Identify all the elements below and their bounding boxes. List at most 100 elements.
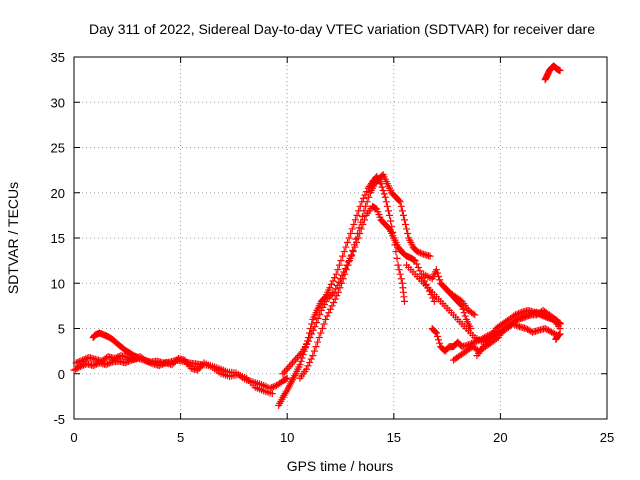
data-point (325, 309, 333, 317)
data-point (173, 356, 181, 364)
data-point (395, 266, 403, 274)
data-point (394, 261, 402, 269)
data-point (431, 328, 439, 336)
data-point (353, 211, 361, 219)
data-point (114, 353, 122, 361)
data-point (393, 254, 401, 262)
data-point (331, 295, 339, 303)
data-point (79, 356, 87, 364)
data-point (357, 218, 365, 226)
data-point (327, 291, 335, 299)
data-point (347, 229, 355, 237)
data-point (327, 280, 335, 288)
data-point (518, 313, 526, 321)
data-point (284, 364, 292, 372)
data-point (307, 355, 315, 363)
data-point (347, 252, 355, 260)
data-point (311, 323, 319, 331)
data-point (282, 366, 290, 374)
data-point (355, 224, 363, 232)
x-tick-label: 15 (387, 430, 401, 445)
data-point (469, 310, 477, 318)
data-point (326, 284, 334, 292)
data-point (413, 260, 421, 268)
data-point (556, 330, 564, 338)
data-point (308, 330, 316, 338)
x-tick-label: 20 (493, 430, 507, 445)
data-point (426, 252, 434, 260)
data-point (383, 202, 391, 210)
data-point (354, 229, 362, 237)
data-point (348, 225, 356, 233)
data-point (309, 352, 317, 360)
data-point (436, 339, 444, 347)
data-point (365, 193, 373, 201)
data-point (344, 261, 352, 269)
data-point (351, 216, 359, 224)
data-point (121, 359, 129, 367)
data-point (319, 303, 327, 311)
data-point (305, 337, 313, 345)
data-point (533, 308, 541, 316)
data-point (513, 315, 521, 323)
data-point (346, 257, 354, 265)
x-tick-label: 0 (70, 430, 77, 445)
data-point (350, 241, 358, 249)
data-point (142, 357, 150, 365)
data-point (381, 193, 389, 201)
grid (74, 57, 607, 419)
data-point (337, 257, 345, 265)
data-point (556, 67, 564, 75)
data-point (82, 355, 90, 363)
data-point (268, 384, 276, 392)
data-point (322, 298, 330, 306)
data-point (395, 197, 403, 205)
data-point (339, 275, 347, 283)
data-point (341, 270, 349, 278)
data-point (325, 293, 333, 301)
data-point (460, 309, 468, 317)
data-point (536, 310, 544, 318)
data-point (75, 358, 83, 366)
data-point (147, 359, 155, 367)
data-point (515, 315, 523, 323)
y-tick-label: 20 (51, 186, 65, 201)
data-point (397, 275, 405, 283)
data-point (340, 248, 348, 256)
data-point (334, 266, 342, 274)
x-axis-label: GPS time / hours (287, 458, 394, 474)
data-point (323, 312, 331, 320)
data-point (306, 334, 314, 342)
data-point (418, 250, 426, 258)
data-point (334, 288, 342, 296)
data-point (434, 332, 442, 340)
data-point (324, 295, 332, 303)
data-point (112, 354, 120, 362)
data-point (329, 277, 337, 285)
data-point (171, 358, 179, 366)
data-point (529, 310, 537, 318)
data-point (316, 310, 324, 318)
data-point (435, 272, 443, 280)
data-point (362, 202, 370, 210)
data-point (399, 211, 407, 219)
data-point (472, 337, 480, 345)
data-point (352, 235, 360, 243)
data-point (358, 213, 366, 221)
data-point (432, 266, 440, 274)
data-point (436, 276, 444, 284)
data-point (414, 263, 422, 271)
data-point (314, 315, 322, 323)
data-point (339, 252, 347, 260)
data-point (170, 359, 178, 367)
y-tick-label: 5 (58, 322, 65, 337)
data-point (342, 243, 350, 251)
data-point (410, 256, 418, 264)
data-point (320, 320, 328, 328)
data-point (330, 298, 338, 306)
data-point (89, 362, 97, 370)
data-point (528, 310, 536, 318)
series-rise-and-peak-1 (275, 172, 408, 409)
data-point (534, 309, 542, 317)
data-point (435, 336, 443, 344)
